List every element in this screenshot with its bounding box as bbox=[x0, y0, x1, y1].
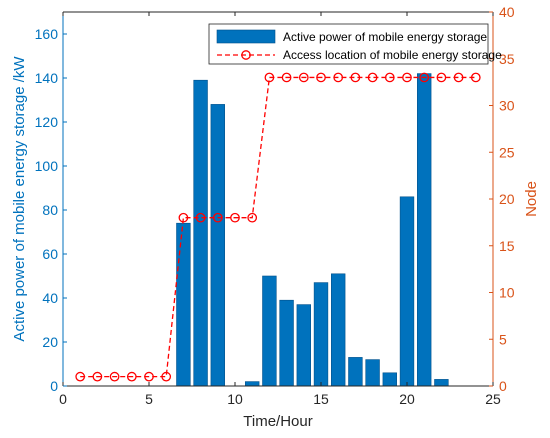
bar-hour-18 bbox=[365, 359, 380, 387]
node-marker-hour-22 bbox=[436, 72, 447, 83]
node-marker-hour-10 bbox=[230, 212, 240, 223]
x-tick-label: 10 bbox=[227, 391, 243, 407]
y-left-tick-label: 100 bbox=[35, 158, 59, 174]
y-right-tick-label: 10 bbox=[499, 285, 515, 301]
x-tick-label: 20 bbox=[399, 391, 415, 407]
bar-hour-11 bbox=[245, 381, 260, 387]
y-left-tick-label: 120 bbox=[35, 114, 59, 130]
bar-hour-12 bbox=[262, 275, 277, 387]
bar-hour-20 bbox=[399, 196, 415, 387]
y-left-tick-label: 140 bbox=[35, 70, 59, 86]
legend-bar-label: Active power of mobile energy storage bbox=[283, 30, 487, 44]
node-marker-hour-13 bbox=[281, 72, 292, 83]
y-left-axis-title: Active power of mobile energy storage /k… bbox=[11, 56, 28, 342]
y-left-tick-label: 40 bbox=[42, 290, 58, 306]
node-marker-hour-6 bbox=[161, 371, 172, 382]
node-marker-hour-11 bbox=[247, 212, 258, 223]
legend: Active power of mobile energy storage Acc… bbox=[208, 23, 502, 65]
bar-hour-17 bbox=[348, 357, 363, 387]
node-marker-hour-2 bbox=[92, 371, 103, 382]
x-tick-label: 5 bbox=[145, 391, 153, 407]
node-marker-hour-14 bbox=[298, 72, 309, 83]
node-marker-hour-3 bbox=[109, 371, 120, 382]
node-marker-hour-5 bbox=[144, 371, 154, 382]
y-right-tick-label: 5 bbox=[499, 331, 507, 347]
bar-hour-14 bbox=[296, 304, 311, 387]
legend-bar-swatch bbox=[216, 29, 276, 44]
x-axis-title: Time/Hour bbox=[243, 413, 312, 430]
y-left-tick-label: 0 bbox=[50, 378, 58, 394]
y-right-axis-title: Node bbox=[523, 181, 540, 217]
y-left-tick-label: 20 bbox=[42, 334, 58, 350]
node-marker-hour-18 bbox=[367, 72, 378, 83]
x-tick-label: 15 bbox=[313, 391, 329, 407]
node-marker-hour-15 bbox=[316, 72, 326, 83]
y-right-tick-label: 30 bbox=[499, 98, 515, 114]
node-marker-hour-16 bbox=[333, 72, 344, 83]
node-marker-hour-7 bbox=[178, 212, 189, 223]
bar-hour-21 bbox=[417, 73, 432, 387]
node-marker-hour-9 bbox=[212, 212, 223, 223]
y-right-tick-label: 0 bbox=[499, 378, 507, 394]
y-right-tick-label: 35 bbox=[499, 51, 515, 67]
y-right-tick-label: 25 bbox=[499, 144, 515, 160]
node-marker-hour-19 bbox=[384, 72, 395, 83]
bar-hour-19 bbox=[382, 372, 397, 387]
y-left-tick-label: 60 bbox=[42, 246, 58, 262]
bar-hour-15 bbox=[313, 282, 329, 387]
y-left-tick-label: 80 bbox=[42, 202, 58, 218]
node-series-line bbox=[80, 76, 476, 378]
x-tick-label: 25 bbox=[485, 391, 501, 407]
legend-line-label: Access location of mobile energy storage bbox=[283, 48, 502, 62]
bar-hour-9 bbox=[210, 104, 225, 387]
node-marker-hour-12 bbox=[264, 72, 275, 83]
y-right-tick-label: 20 bbox=[499, 191, 515, 207]
axes: 0 5 10 15 20 25020406080100120140160051015202… bbox=[11, 4, 540, 430]
bar-hour-13 bbox=[279, 299, 294, 387]
node-marker-hour-1 bbox=[75, 371, 86, 382]
bar-hour-7 bbox=[176, 222, 191, 387]
node-marker-hour-4 bbox=[126, 371, 137, 382]
node-marker-hour-21 bbox=[419, 72, 430, 83]
bar-hour-8 bbox=[193, 79, 208, 387]
node-marker-hour-23 bbox=[453, 72, 464, 83]
bar-hour-22 bbox=[434, 379, 449, 387]
plot-area bbox=[75, 72, 481, 387]
bar-hour-16 bbox=[331, 273, 346, 387]
y-right-tick-label: 40 bbox=[499, 4, 515, 20]
node-marker-hour-17 bbox=[350, 72, 361, 83]
node-marker-hour-20 bbox=[402, 72, 412, 83]
legend-marker-swatch bbox=[241, 50, 251, 60]
y-right-tick-label: 15 bbox=[499, 238, 515, 254]
node-marker-hour-24 bbox=[470, 72, 481, 83]
x-tick-label: 0 bbox=[59, 391, 67, 407]
y-left-tick-label: 160 bbox=[35, 26, 59, 42]
node-marker-hour-8 bbox=[195, 212, 206, 223]
